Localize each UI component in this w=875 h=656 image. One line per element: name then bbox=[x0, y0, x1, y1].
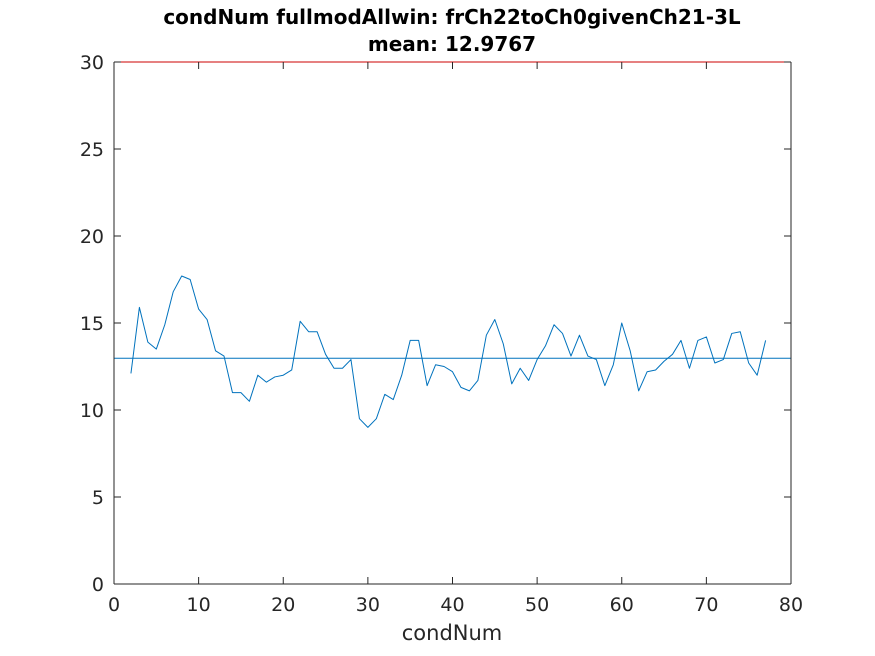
x-tick-label: 50 bbox=[525, 594, 549, 616]
series-layer bbox=[130, 275, 767, 428]
y-tick-label: 15 bbox=[80, 313, 104, 335]
x-tick-label: 60 bbox=[610, 594, 634, 616]
y-tick-label: 5 bbox=[92, 487, 104, 509]
plot-area bbox=[114, 62, 791, 584]
series-line bbox=[130, 275, 767, 428]
x-tick-label: 70 bbox=[694, 594, 718, 616]
y-tick-label: 20 bbox=[80, 226, 104, 248]
y-tick-label: 30 bbox=[80, 52, 104, 74]
x-tick-label: 0 bbox=[108, 594, 120, 616]
y-tick-label: 0 bbox=[92, 574, 104, 596]
chart-title: condNum fullmodAllwin: frCh22toCh0givenC… bbox=[163, 5, 741, 29]
x-tick-label: 20 bbox=[271, 594, 295, 616]
y-tick-label: 25 bbox=[80, 139, 104, 161]
x-tick-label: 30 bbox=[356, 594, 380, 616]
chart-subtitle: mean: 12.9767 bbox=[368, 32, 536, 56]
x-tick-label: 10 bbox=[187, 594, 211, 616]
y-tick-label: 10 bbox=[80, 400, 104, 422]
x-axis-label: condNum bbox=[402, 621, 503, 645]
ticks-layer: 0 10 20 30 40 50 60 70 80 0 5 10 15 20 25 30 bbox=[80, 52, 803, 616]
x-tick-label: 80 bbox=[779, 594, 803, 616]
x-tick-label: 40 bbox=[440, 594, 464, 616]
